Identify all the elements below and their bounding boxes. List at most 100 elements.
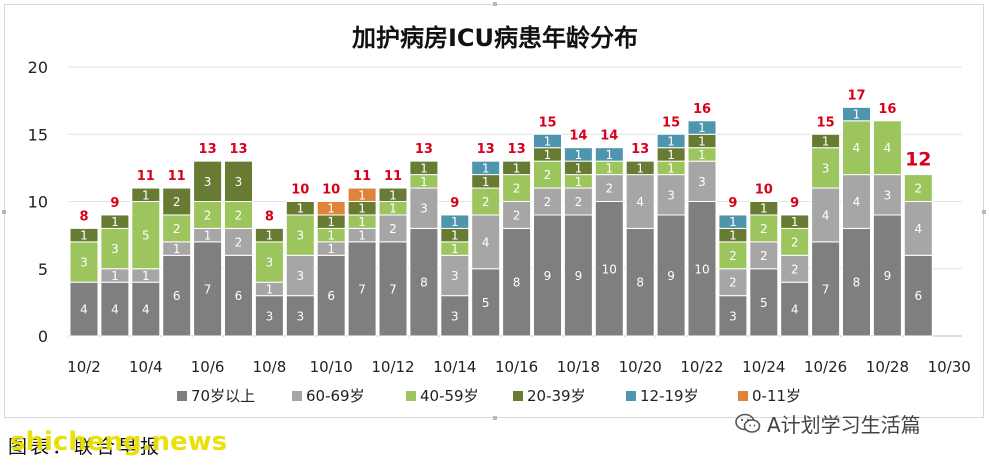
bar-segment xyxy=(842,120,871,176)
bar-segment xyxy=(316,254,346,337)
bar-segment-label: 1 xyxy=(729,229,737,243)
bar-segment xyxy=(502,160,532,176)
legend-swatch xyxy=(177,391,187,401)
wechat-icon xyxy=(735,413,761,433)
bar-segment-label: 1 xyxy=(605,161,613,175)
bar-segment-label: 4 xyxy=(482,235,490,249)
x-tick-label: 10/6 xyxy=(191,358,225,376)
bar-segment-label: 2 xyxy=(235,208,243,222)
bar-segment-label: 1 xyxy=(451,229,459,243)
bar-segment xyxy=(533,214,562,337)
bar-segment xyxy=(718,214,748,229)
bar-segment-label: 3 xyxy=(296,269,304,283)
account-name: A计划学习生活篇 xyxy=(767,413,921,437)
bar-segment-label: 3 xyxy=(451,309,459,323)
bar-segment-label: 2 xyxy=(791,235,799,249)
bar-segment-label: 3 xyxy=(420,202,428,216)
bar-segment-label: 3 xyxy=(729,309,737,323)
bar-segment-label: 1 xyxy=(358,202,366,216)
resize-handle-top[interactable] xyxy=(493,2,497,6)
bar-total-label: 14 xyxy=(569,129,587,144)
bar-segment-label: 1 xyxy=(420,161,428,175)
bar-segment-label: 1 xyxy=(575,148,583,162)
bar-segment-label: 3 xyxy=(204,175,212,189)
bar-segment-label: 2 xyxy=(513,182,521,196)
bar-segment-label: 7 xyxy=(389,282,397,296)
bar-segment xyxy=(718,295,748,337)
bar-segment xyxy=(718,241,748,270)
bar-segment-label: 9 xyxy=(884,269,892,283)
bar-segment xyxy=(842,174,871,229)
bar-segment xyxy=(285,201,315,216)
bar-segment-label: 1 xyxy=(389,202,397,216)
bar-segment xyxy=(224,160,253,202)
bar-segment-label: 1 xyxy=(266,229,274,243)
bar-segment-label: 1 xyxy=(482,175,490,189)
bar-segment xyxy=(749,241,779,270)
bar-segment-label: 1 xyxy=(327,215,335,229)
bar-segment xyxy=(903,254,933,337)
bar-segment xyxy=(69,227,99,243)
bar-segment-label: 7 xyxy=(822,282,830,296)
legend-swatch xyxy=(406,391,416,401)
bar-segment xyxy=(533,133,562,149)
bar-segment-label: 2 xyxy=(575,195,583,209)
x-tick-label: 10/30 xyxy=(928,358,971,376)
bar-total-label: 11 xyxy=(168,169,186,184)
bar-total-label: 13 xyxy=(477,142,495,157)
bar-segment-label: 2 xyxy=(173,195,181,209)
bar-total-label: 15 xyxy=(538,115,556,130)
bar-segment-label: 2 xyxy=(605,182,613,196)
bar-segment xyxy=(409,160,439,176)
bar-segment-label: 1 xyxy=(544,148,552,162)
bar-segment xyxy=(656,133,686,149)
bar-segment-label: 5 xyxy=(482,296,490,310)
bar-segment xyxy=(316,201,346,216)
resize-handle-left[interactable] xyxy=(2,210,6,214)
bar-segment-label: 3 xyxy=(266,256,274,270)
bar-segment-label: 2 xyxy=(914,182,922,196)
bar-segment xyxy=(471,160,501,176)
bar-total-label: 14 xyxy=(600,129,618,144)
chart-title: 加护病房ICU病患年龄分布 xyxy=(352,24,638,52)
bar-segment xyxy=(811,147,841,189)
bar-segment-label: 1 xyxy=(173,242,181,256)
bar-segment-label: 6 xyxy=(914,289,922,303)
bar-segment-label: 4 xyxy=(80,303,88,317)
bar-segment xyxy=(285,214,315,256)
bar-segment xyxy=(625,174,655,229)
bar-segment-label: 3 xyxy=(296,309,304,323)
bar-segment xyxy=(872,174,902,216)
bar-total-label: 16 xyxy=(693,102,711,117)
bar-segment-label: 4 xyxy=(884,141,892,155)
bar-segment xyxy=(409,227,439,337)
bar-segment-label: 6 xyxy=(327,289,335,303)
bar-segment-label: 9 xyxy=(667,269,675,283)
bar-segment-label: 1 xyxy=(698,121,706,135)
bar-segment-label: 3 xyxy=(698,175,706,189)
x-tick-label: 10/14 xyxy=(433,358,476,376)
bar-segment-label: 2 xyxy=(482,195,490,209)
x-tick-label: 10/22 xyxy=(680,358,723,376)
resize-handle-bottom[interactable] xyxy=(493,416,497,420)
bar-segment xyxy=(594,147,624,162)
bar-segment-label: 9 xyxy=(575,269,583,283)
x-tick-label: 10/4 xyxy=(129,358,163,376)
x-tick-label: 10/18 xyxy=(557,358,600,376)
bar-segment-label: 2 xyxy=(204,208,212,222)
bar-segment xyxy=(100,214,130,229)
bar-segment-label: 1 xyxy=(327,229,335,243)
x-tick-label: 10/12 xyxy=(371,358,414,376)
bar-segment-label: 2 xyxy=(760,249,768,263)
bar-total-label: 11 xyxy=(353,169,371,184)
bar-segment-label: 1 xyxy=(451,242,459,256)
bar-segment-label: 5 xyxy=(142,229,150,243)
bar-segment xyxy=(378,187,408,203)
bar-segment-label: 4 xyxy=(853,141,861,155)
bar-segment-label: 8 xyxy=(513,276,521,290)
resize-handle-right[interactable] xyxy=(982,210,986,214)
bar-segment xyxy=(687,160,717,202)
legend-label: 12-19岁 xyxy=(640,387,699,405)
bar-total-label: 13 xyxy=(199,142,217,157)
